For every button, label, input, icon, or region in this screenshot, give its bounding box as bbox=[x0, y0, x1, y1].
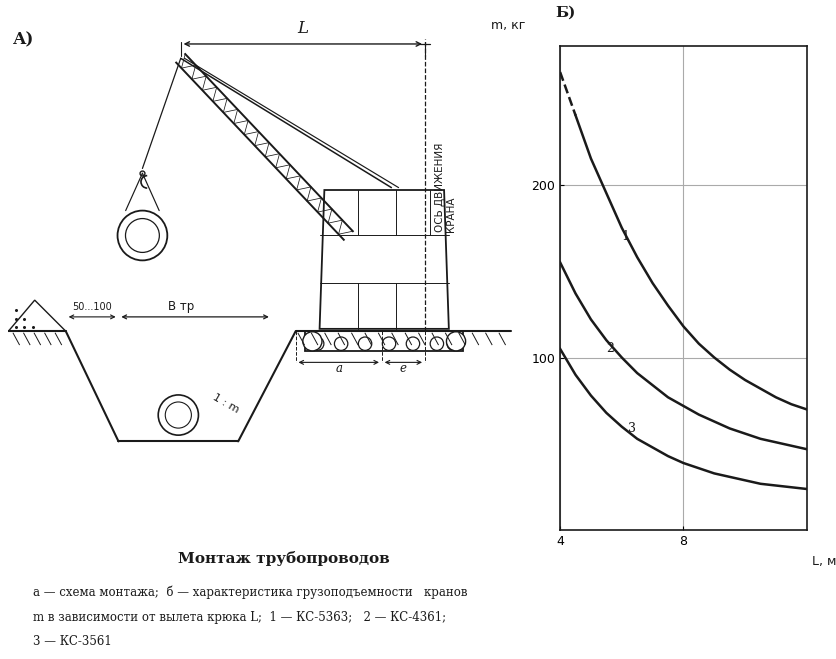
Polygon shape bbox=[319, 190, 449, 329]
Text: L, м: L, м bbox=[812, 555, 836, 567]
Text: a: a bbox=[335, 362, 342, 375]
Text: А): А) bbox=[13, 31, 34, 48]
Text: 3 — КС-3561: 3 — КС-3561 bbox=[33, 635, 112, 648]
Circle shape bbox=[334, 337, 348, 351]
Text: а — схема монтажа;  б — характеристика грузоподъемности   кранов: а — схема монтажа; б — характеристика гр… bbox=[33, 586, 468, 600]
Circle shape bbox=[310, 337, 324, 351]
Circle shape bbox=[406, 337, 420, 351]
Text: 1: 1 bbox=[622, 230, 630, 243]
Text: e: e bbox=[400, 362, 407, 375]
Text: 2: 2 bbox=[606, 342, 614, 355]
Text: Б): Б) bbox=[555, 6, 575, 20]
Text: Монтаж трубопроводов: Монтаж трубопроводов bbox=[178, 552, 390, 567]
Bar bbox=[305, 331, 463, 351]
Text: m, кг: m, кг bbox=[491, 18, 526, 32]
Circle shape bbox=[431, 337, 444, 351]
Circle shape bbox=[303, 331, 322, 351]
Circle shape bbox=[382, 337, 395, 351]
Text: 50...100: 50...100 bbox=[72, 302, 112, 312]
Circle shape bbox=[359, 337, 372, 351]
Text: m в зависимости от вылета крюка L;  1 — КС-5363;   2 — КС-4361;: m в зависимости от вылета крюка L; 1 — К… bbox=[33, 611, 446, 624]
Circle shape bbox=[447, 337, 461, 351]
Text: L: L bbox=[298, 20, 308, 37]
Text: 3: 3 bbox=[628, 422, 636, 435]
Text: ОСЬ ДВИЖЕНИЯ
КРАНА: ОСЬ ДВИЖЕНИЯ КРАНА bbox=[435, 143, 456, 232]
Text: В тр: В тр bbox=[167, 300, 194, 313]
Circle shape bbox=[343, 230, 354, 241]
Text: 1 : m: 1 : m bbox=[212, 391, 241, 415]
Circle shape bbox=[446, 331, 466, 351]
